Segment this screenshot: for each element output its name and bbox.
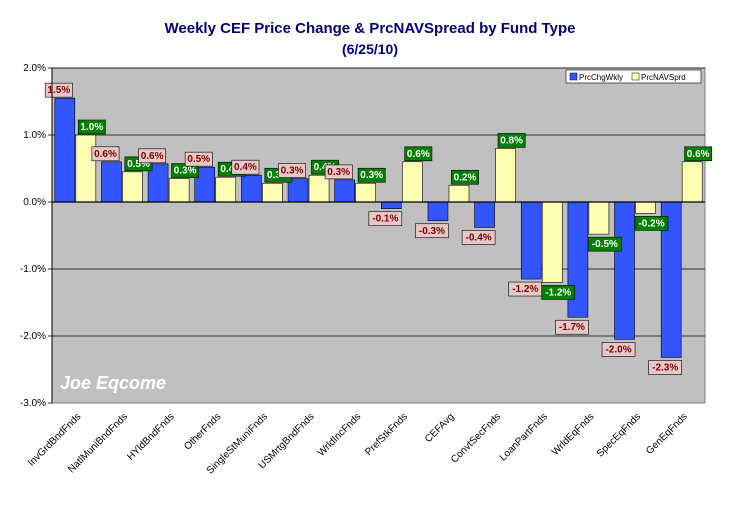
data-label: 0.3% <box>174 166 197 177</box>
y-tick-label: 2.0% <box>23 63 46 74</box>
bar-prcchgwkly <box>381 201 402 209</box>
data-label: 1.5% <box>47 85 70 96</box>
bar-prcnavsprd <box>215 176 237 203</box>
data-label: 0.5% <box>127 159 150 170</box>
data-label-box <box>415 223 449 239</box>
x-category-label: PrefStkFnds <box>363 411 410 458</box>
data-label-box <box>324 164 353 180</box>
data-label: 1.0% <box>80 122 103 133</box>
data-label: -1.7% <box>559 322 585 333</box>
data-label: -0.5% <box>592 239 618 250</box>
bar-prcnavsprd <box>681 161 703 203</box>
bar-prcnavsprd <box>308 174 330 203</box>
bar-prcnavsprd <box>541 201 563 283</box>
bar-prcchgwkly <box>241 174 262 203</box>
x-category-label: OtherFnds <box>182 411 223 452</box>
y-tick-label: -2.0% <box>20 331 46 342</box>
data-label: 0.6% <box>407 149 430 160</box>
chart-subtitle: (6/25/10) <box>342 41 398 57</box>
data-label-box <box>357 167 386 183</box>
data-label: 0.6% <box>687 149 710 160</box>
data-label: 0.2% <box>454 172 477 183</box>
x-category-label: HYldBndFnds <box>125 411 176 462</box>
x-category-label: SpecEqFnds <box>595 411 643 459</box>
bar-prcchgwkly <box>474 201 495 228</box>
bar-prcchgwkly <box>54 97 76 203</box>
x-category-label: WrldEqFnds <box>550 411 597 458</box>
bar-prcnavsprd <box>355 182 376 203</box>
y-tick-label: 1.0% <box>23 130 46 141</box>
bar-prcnavsprd <box>262 182 283 203</box>
plot-area <box>51 67 706 404</box>
legend-label-prcchgwkly: PrcChgWkly <box>579 73 623 82</box>
legend-label-prcnavsprd: PrcNAVSprd <box>641 73 686 82</box>
y-tick-label: -1.0% <box>20 264 46 275</box>
data-label-box <box>461 230 496 245</box>
data-label-box <box>634 216 669 231</box>
legend-swatch-prcnavsprd <box>631 72 640 81</box>
data-label-box <box>588 236 622 252</box>
bar-prcchgwkly <box>101 161 122 203</box>
x-category-label: LoanPartFnds <box>498 411 550 463</box>
data-label: -1.2% <box>512 284 538 295</box>
bar-prcnavsprd <box>75 134 97 203</box>
data-label-box <box>368 211 403 226</box>
data-label-box <box>278 163 306 178</box>
data-label: 0.3% <box>327 167 350 178</box>
data-label-box <box>91 146 120 162</box>
data-label: -0.4% <box>466 232 492 243</box>
data-label: 0.3% <box>360 170 383 181</box>
watermark: Joe Eqcome <box>60 373 166 393</box>
bar-prcnavsprd <box>635 201 656 214</box>
data-label-box <box>497 133 526 148</box>
data-label: 0.5% <box>187 154 210 165</box>
data-label: 0.8% <box>500 135 523 146</box>
x-category-label: ConvtSecFnds <box>449 411 503 465</box>
data-label-box <box>451 169 479 185</box>
bar-prcnavsprd <box>588 201 610 235</box>
label-layer: 1.5%1.0%0.6%0.5%0.6%0.3%0.5%0.4%0.4%0.3%… <box>44 82 713 375</box>
data-label-box <box>184 151 213 167</box>
bar-prcchgwkly <box>520 201 542 280</box>
data-label-box <box>601 342 636 357</box>
data-label-box <box>684 146 713 162</box>
chart-title: Weekly CEF Price Change & PrcNAVSpread b… <box>165 20 576 37</box>
y-tick-label: -3.0% <box>20 398 46 409</box>
data-label: -0.2% <box>638 218 664 229</box>
x-category-label: WrldIncFnds <box>316 411 363 458</box>
bar-prcnavsprd <box>495 148 516 203</box>
data-label: -0.1% <box>372 214 398 225</box>
data-label: 0.6% <box>141 151 164 162</box>
data-label-box <box>648 360 682 375</box>
data-label-box <box>404 146 433 162</box>
legend: PrcChgWkly PrcNAVSprd <box>565 69 702 84</box>
bar-prcnavsprd <box>168 178 190 203</box>
bar-prcchgwkly <box>567 201 589 318</box>
bar-layer <box>54 97 703 358</box>
x-category-label: GenEqFnds <box>644 411 690 457</box>
data-label-box <box>541 285 576 300</box>
data-label: -1.2% <box>545 287 571 298</box>
data-label-box <box>77 119 106 135</box>
bar-prcnavsprd <box>402 161 423 203</box>
data-label-box <box>138 148 167 164</box>
data-label-box <box>555 319 589 335</box>
y-tick-label: 0.0% <box>23 197 46 208</box>
data-label: 0.6% <box>94 149 117 160</box>
data-label: -0.3% <box>419 226 445 237</box>
bar-prcchgwkly <box>334 179 355 203</box>
bar-prcchgwkly <box>427 201 449 222</box>
bar-prcchgwkly <box>614 201 635 340</box>
data-label-box <box>231 159 260 175</box>
bar-prcnavsprd <box>448 184 470 203</box>
legend-swatch-prcchgwkly <box>569 72 578 81</box>
data-label: -2.3% <box>652 362 678 373</box>
bar-prcnavsprd <box>122 171 143 203</box>
x-category-label: CEFAvg <box>423 411 457 445</box>
data-label: -2.0% <box>605 344 631 355</box>
data-label: 0.3% <box>281 166 304 177</box>
data-label: 0.4% <box>234 162 257 173</box>
